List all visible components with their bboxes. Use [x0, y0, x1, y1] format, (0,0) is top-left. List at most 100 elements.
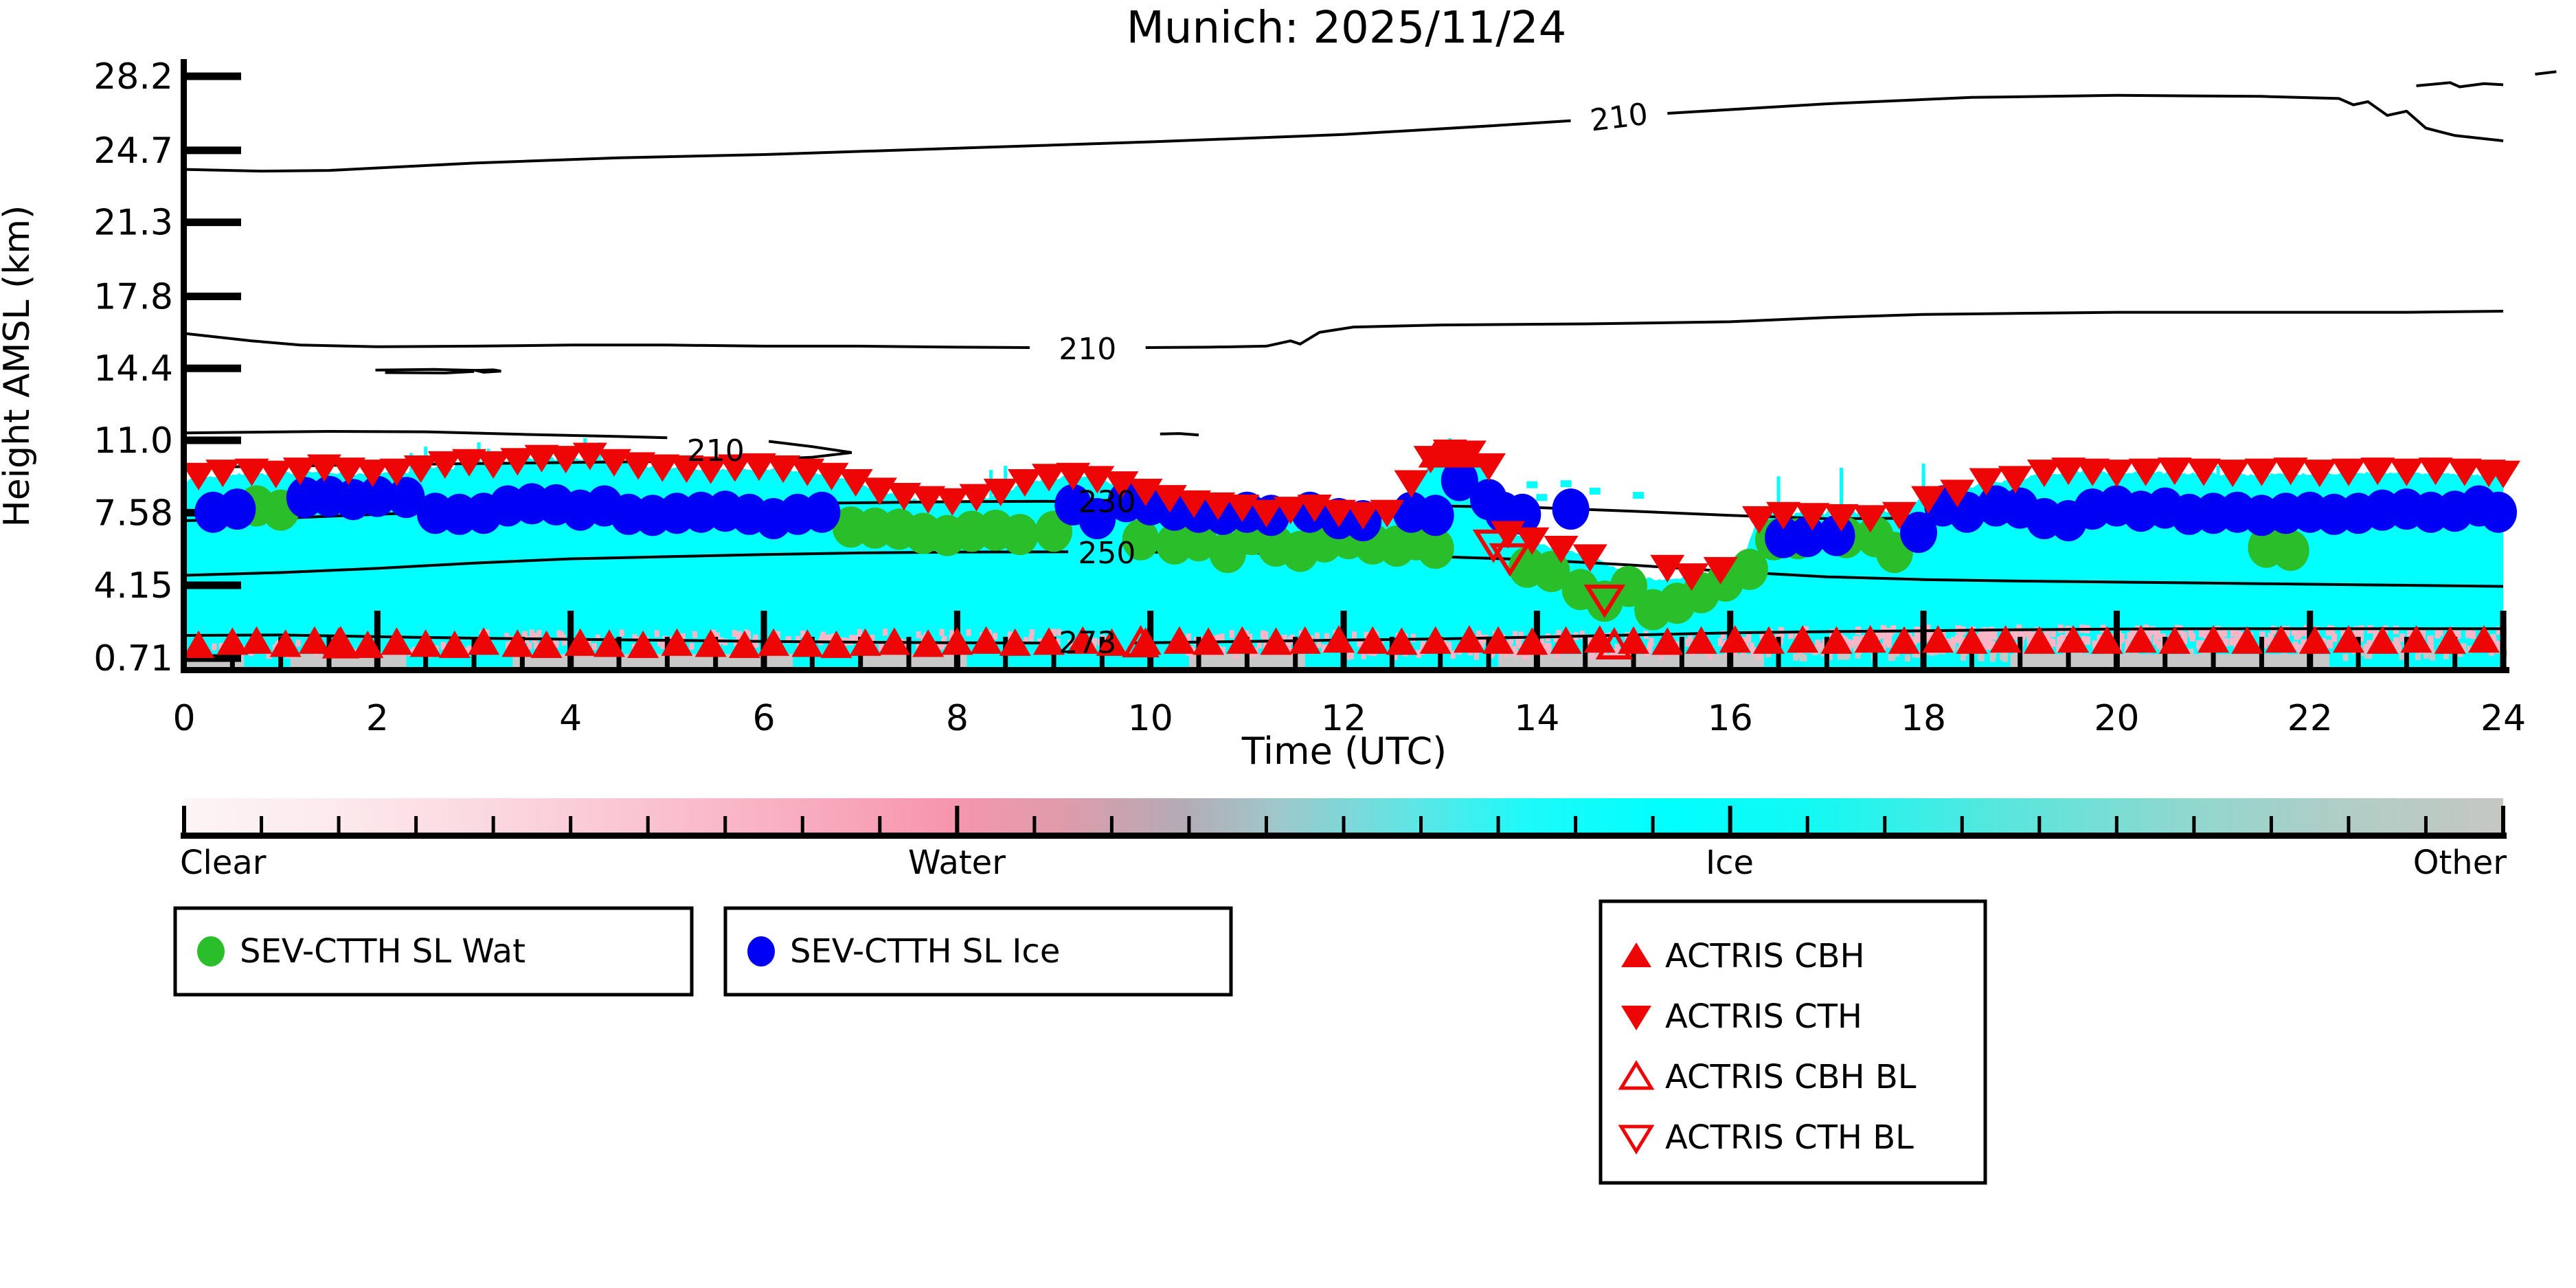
actris-cbh-point: [1922, 625, 1954, 653]
y-tick-labels: 28.2 24.7 21.3 17.8 14.4 11.0 7.58 4.15 0.71: [93, 56, 173, 679]
speckle: [1759, 631, 1765, 640]
x-tick-label: 24: [2481, 698, 2526, 739]
speckle: [522, 631, 528, 638]
speckle: [2146, 633, 2152, 642]
speckle: [1890, 625, 1897, 634]
speckle: [1989, 653, 1996, 660]
y-tick-label: 0.71: [93, 638, 173, 679]
x-major-tick: [2500, 611, 2507, 670]
actris-cbh-point: [1956, 626, 1988, 654]
actris-cbh-point: [791, 629, 824, 657]
actris-cth-point: [2273, 457, 2308, 486]
actris-cbh-point: [1357, 626, 1389, 654]
speckle: [2200, 649, 2206, 657]
speckle: [2182, 635, 2188, 644]
speckle: [1742, 637, 1748, 646]
speckle: [1513, 631, 1518, 640]
actris-cth-point: [1007, 469, 1042, 497]
speckle: [1859, 635, 1865, 644]
actris-cbh-point: [1651, 627, 1684, 655]
sev-ctth-sl-wat-point: [1180, 520, 1217, 562]
legend-box: SEV-CTTH SL Ice: [723, 906, 1233, 997]
speckle: [1219, 633, 1225, 642]
speckle: [2020, 651, 2026, 659]
speckle: [2044, 630, 2050, 638]
sev-ctth-sl-ice-point: [803, 491, 841, 533]
actris-cth-point: [2215, 460, 2250, 488]
speckle: [2042, 651, 2048, 657]
actris-cbh-point: [1032, 627, 1065, 655]
speckle: [2443, 652, 2449, 659]
actris-cth-point: [1177, 490, 1212, 518]
actris-cth-point: [1650, 554, 1685, 583]
speckle: [1649, 637, 1654, 646]
actris-cbh-point: [240, 626, 273, 654]
ground-other-strip: [1498, 654, 1764, 668]
speckle: [1961, 653, 1966, 661]
speckle: [1473, 651, 1479, 660]
speckle: [267, 652, 272, 659]
colorbar-minor-tick: [260, 816, 264, 833]
actris-cbh-point: [298, 626, 330, 654]
speckle: [527, 642, 532, 650]
speckle: [2118, 635, 2124, 644]
actris-cbh-point: [1685, 626, 1717, 654]
actris-cth-point: [741, 453, 776, 481]
actris-cbh-point: [1888, 626, 1920, 654]
speckle: [1788, 631, 1794, 640]
speckle: [2428, 644, 2434, 653]
actris-cth-point: [766, 455, 801, 484]
speckle: [1803, 626, 1809, 635]
speckle: [1658, 651, 1664, 660]
actris-cbh-point: [820, 630, 852, 658]
speckle: [2373, 626, 2379, 635]
actris-cbh-point: [1226, 626, 1258, 654]
contour-labels: 210 210 210 230 250 273: [687, 97, 1650, 661]
speckle: [2490, 634, 2496, 643]
speckle: [2156, 640, 2162, 649]
x-tick-labels: 0 2 4 6 8 10 12 14 16 18 20 22 24: [172, 698, 2526, 739]
y-axis-label: Height AMSL (km): [0, 205, 38, 528]
speckle: [2081, 635, 2087, 644]
speckle: [1545, 647, 1550, 655]
speckle: [1904, 655, 1910, 662]
actris-cbh-point: [1447, 440, 1482, 468]
actris-cbh-point: [1453, 625, 1485, 653]
actris-cbh-point: [352, 630, 384, 658]
x-minor-tick: [2018, 637, 2023, 670]
speckle: [1067, 640, 1073, 647]
legend-box: ACTRIS CBH ACTRIS CTH ACTRIS CBH BL ACTRIS …: [1598, 899, 1987, 1185]
contour-label: 250: [1078, 536, 1136, 571]
speckle: [1028, 634, 1034, 642]
speckle: [1612, 648, 1618, 657]
sev-ctth-sl-wat-point: [1416, 528, 1454, 569]
legend-marker-tri-up-filled: [1621, 942, 1651, 967]
speckle: [2393, 646, 2399, 653]
speckle: [1950, 637, 1956, 646]
speckle: [2399, 653, 2405, 660]
speckle: [2396, 644, 2402, 653]
speckle: [878, 644, 883, 651]
speckle: [1556, 629, 1561, 638]
speckle: [1392, 651, 1398, 660]
actris-cth-point: [596, 449, 631, 477]
colorbar-minor-tick: [491, 816, 495, 833]
actris-cth-point: [500, 448, 535, 476]
speckle: [467, 645, 473, 653]
speckle: [1596, 650, 1601, 659]
speckle: [2450, 627, 2456, 635]
x-tick-label: 18: [1901, 698, 1946, 739]
actris-cbh-point: [593, 629, 625, 657]
actris-cth-point: [1273, 497, 1308, 525]
x-tick-label: 8: [946, 698, 969, 739]
contour-label: 210: [1059, 332, 1116, 367]
actris-cth-point: [1201, 492, 1236, 520]
speckle: [2466, 629, 2472, 638]
actris-cbh-point: [758, 628, 790, 656]
x-axis-label: Time (UTC): [1241, 730, 1447, 773]
speckle: [1796, 651, 1803, 658]
speckle: [1359, 640, 1365, 649]
sev-ctth-sl-ice-point: [359, 475, 396, 517]
x-tick-label: 14: [1514, 698, 1559, 739]
speckle: [1092, 637, 1098, 645]
